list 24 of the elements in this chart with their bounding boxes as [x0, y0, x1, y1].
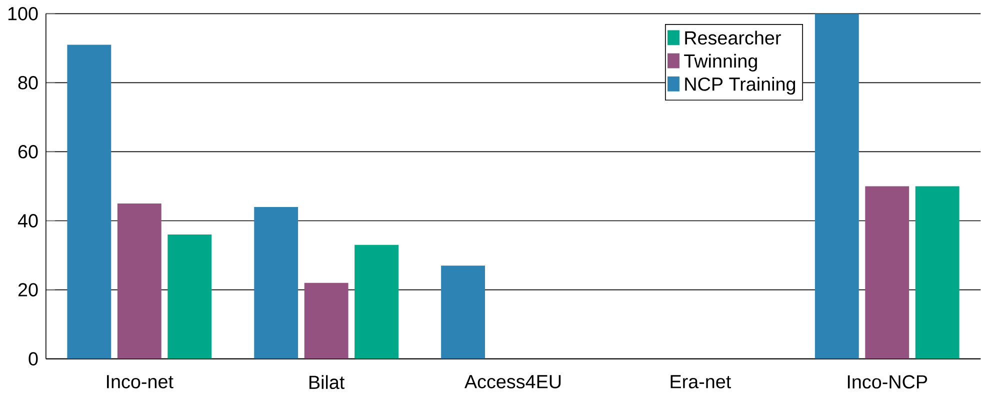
legend-label: Twinning — [684, 54, 757, 72]
bar — [915, 186, 960, 359]
bar — [67, 44, 112, 359]
x-tick-label: Bilat — [310, 375, 345, 390]
x-tick-label: Access4EU — [464, 375, 561, 388]
bar — [117, 203, 162, 359]
x-tick-label: Inco-NCP — [848, 375, 928, 389]
x-tick-label: Era-net — [670, 375, 731, 388]
bar — [865, 186, 910, 359]
bar — [441, 266, 485, 359]
legend-label: NCP Training — [685, 76, 796, 95]
bar — [814, 14, 859, 359]
legend-label: Researcher — [685, 30, 781, 45]
x-tick-label: Inco-net — [107, 375, 174, 388]
y-tick-label: 40 — [18, 214, 38, 228]
y-tick-label: 20 — [18, 283, 38, 296]
bar — [304, 282, 348, 359]
y-tick-label: 100 — [8, 6, 38, 20]
y-tick-label: 0 — [28, 352, 38, 366]
y-tick-label: 80 — [18, 76, 38, 90]
bar — [254, 206, 298, 359]
bar — [354, 244, 399, 359]
bar — [168, 234, 212, 359]
y-tick-label: 60 — [18, 145, 38, 158]
